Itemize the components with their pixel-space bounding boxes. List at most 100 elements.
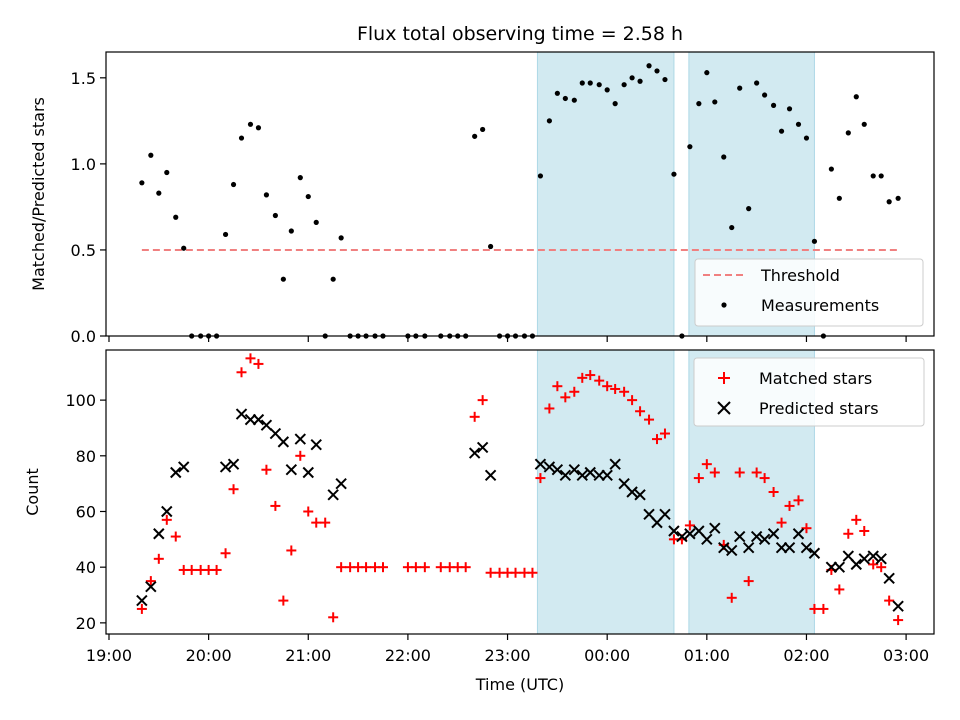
- matched-star-point: [228, 484, 239, 495]
- predicted-star-point: [684, 528, 696, 540]
- bottom-shaded-interval: [536, 349, 675, 635]
- predicted-star-point: [584, 466, 596, 479]
- measurement-point: [895, 195, 901, 201]
- measurement-point: [795, 121, 802, 127]
- predicted-star-point: [484, 469, 497, 482]
- bottom-y-tick-label: 80: [76, 447, 96, 466]
- matched-star-point: [560, 392, 571, 403]
- measurement-point: [704, 70, 710, 76]
- measurement-point: [255, 125, 262, 131]
- matched-star-point: [834, 584, 845, 595]
- matched-star-point: [659, 428, 670, 439]
- measurement-point: [488, 243, 494, 250]
- measurement-point: [313, 219, 319, 225]
- bottom-panel: 20 40 60 80 100 19:00 20:00 21:00 22:00 23:00 00:…: [23, 349, 935, 694]
- matched-star-point: [851, 514, 862, 525]
- predicted-star-point: [310, 438, 322, 451]
- measurement-point: [729, 224, 735, 231]
- predicted-star-point: [726, 544, 738, 557]
- x-axis-label: Time (UTC): [475, 675, 564, 694]
- measurement-point: [546, 118, 552, 124]
- predicted-star-point: [800, 541, 813, 554]
- bottom-yticks-group: 20 40 60 80 100: [65, 391, 106, 633]
- predicted-star-point: [867, 550, 879, 562]
- measurement-point: [222, 231, 229, 238]
- measurement-point: [173, 214, 179, 220]
- predicted-star-point: [808, 547, 821, 559]
- predicted-star-point: [634, 489, 646, 501]
- predicted-star-point: [601, 469, 613, 482]
- top-y-tick-label: 0.5: [71, 241, 96, 260]
- top-points-group: [139, 63, 901, 339]
- matched-star-point: [485, 567, 496, 578]
- measurement-point: [571, 97, 577, 103]
- matched-star-point: [527, 567, 538, 578]
- legend-predicted-label: Predicted stars: [759, 399, 879, 418]
- bottom-y-axis-label: Count: [23, 468, 42, 516]
- matched-star-point: [419, 562, 430, 573]
- matched-star-point: [751, 467, 762, 478]
- predicted-star-point: [626, 486, 638, 498]
- bottom-x-tick-label: 21:00: [285, 646, 331, 665]
- measurement-point: [870, 173, 876, 179]
- bottom-points-group: [136, 353, 904, 626]
- matched-star-point: [594, 375, 605, 386]
- measurement-point: [737, 85, 743, 91]
- bottom-x-tick-label: 02:00: [783, 646, 829, 665]
- measurement-point: [754, 80, 760, 86]
- top-legend-box: [694, 258, 924, 327]
- top-y-axis-label: Matched/Predicted stars: [29, 97, 48, 291]
- top-axes-frame: [105, 51, 935, 337]
- matched-star-point: [544, 403, 555, 414]
- matched-star-point: [145, 576, 156, 587]
- matched-star-point: [610, 383, 621, 394]
- measurement-point: [238, 135, 245, 141]
- bottom-y-tick-label: 60: [76, 502, 96, 521]
- matched-star-point: [311, 517, 322, 528]
- predicted-star-point: [551, 464, 564, 476]
- predicted-star-point: [568, 464, 581, 476]
- matched-star-point: [303, 506, 314, 517]
- measurement-point: [861, 121, 867, 127]
- predicted-star-point: [892, 600, 904, 612]
- matched-star-point: [270, 500, 281, 511]
- matched-star-point: [734, 467, 745, 478]
- predicted-star-point: [792, 528, 805, 540]
- measurement-point: [878, 173, 884, 179]
- predicted-star-point: [858, 553, 870, 565]
- bottom-legend: Matched stars Predicted stars: [693, 357, 925, 427]
- measurement-point: [480, 126, 486, 133]
- matched-star-point: [876, 562, 887, 573]
- measurement-point: [811, 238, 818, 244]
- measurement-point: [338, 235, 344, 241]
- measurement-point: [156, 190, 162, 196]
- predicted-star-point: [576, 469, 588, 482]
- matched-star-point: [320, 517, 331, 528]
- top-legend: Threshold Measurements: [694, 258, 924, 327]
- measurement-point: [712, 99, 718, 105]
- top-xticks-group: [108, 336, 907, 342]
- predicted-star-point: [170, 466, 182, 479]
- matched-star-point: [801, 523, 812, 534]
- predicted-star-point: [534, 458, 547, 470]
- matched-star-point: [635, 406, 646, 417]
- top-y-tick-label: 1.0: [71, 155, 96, 174]
- predicted-star-point: [750, 530, 763, 543]
- legend-threshold-label: Threshold: [760, 266, 840, 285]
- matched-star-point: [701, 459, 712, 470]
- measurement-point: [845, 130, 851, 136]
- measurement-point: [621, 82, 627, 88]
- matched-star-point: [170, 531, 181, 542]
- predicted-star-point: [609, 458, 621, 470]
- measurement-point: [472, 133, 478, 139]
- predicted-star-point: [758, 533, 771, 546]
- matched-star-point: [868, 559, 879, 570]
- measurement-point: [330, 276, 336, 282]
- matched-star-point: [286, 545, 297, 556]
- matched-star-point: [328, 612, 339, 623]
- measurement-point: [587, 80, 593, 86]
- measurement-point: [654, 68, 660, 74]
- predicted-star-point: [676, 530, 688, 543]
- measurement-point: [721, 154, 727, 160]
- matched-star-point: [410, 562, 421, 573]
